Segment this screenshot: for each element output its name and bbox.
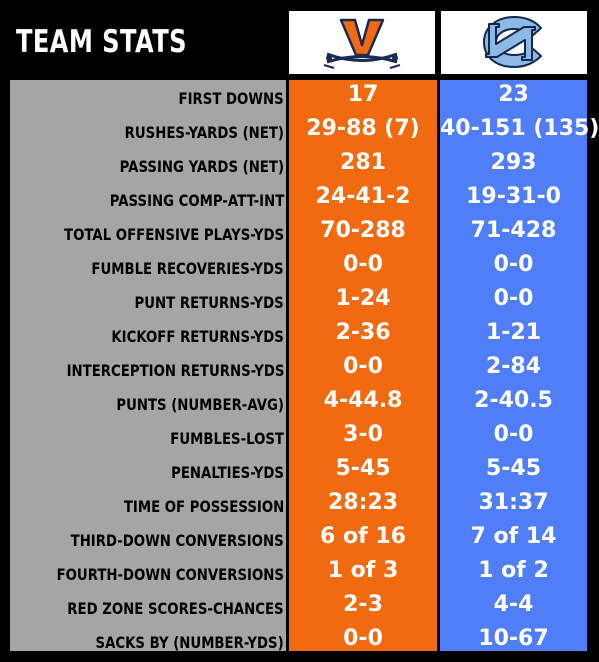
stat-label: FIRST DOWNS	[178, 89, 284, 108]
north-carolina-value: 0-0	[493, 286, 534, 311]
north-carolina-column	[440, 80, 587, 651]
stat-row-first-downs: FIRST DOWNS 17 23	[10, 80, 587, 114]
north-carolina-value: 1-21	[485, 320, 542, 345]
stat-row-interception-returns: INTERCEPTION RETURNS-YDS 0-0 2-84	[10, 352, 587, 386]
stat-row-fourth-down-conversions: FOURTH-DOWN CONVERSIONS 1 of 3 1 of 2	[10, 556, 587, 590]
virginia-value: 28:23	[327, 490, 399, 515]
stat-row-punt-returns: PUNT RETURNS-YDS 1-24 0-0	[10, 284, 587, 318]
virginia-value: 5-45	[335, 456, 391, 481]
stat-row-total-offensive-plays: TOTAL OFFENSIVE PLAYS-YDS 70-288 71-428	[10, 216, 587, 250]
north-carolina-value: 4-4	[493, 592, 534, 617]
stat-label: PUNTS (NUMBER-AVG)	[116, 395, 284, 414]
virginia-value: 70-288	[320, 218, 406, 243]
stat-label: RUSHES-YARDS (NET)	[124, 123, 284, 142]
virginia-value: 0-0	[343, 626, 383, 651]
north-carolina-value: 2-84	[485, 354, 542, 379]
stat-label: THIRD-DOWN CONVERSIONS	[70, 531, 284, 550]
stat-label: TIME OF POSSESSION	[123, 497, 284, 516]
north-carolina-value: 71-428	[470, 218, 557, 243]
north-carolina-value: 7 of 14	[470, 524, 557, 549]
virginia-column	[289, 80, 437, 651]
team-stats-table: FIRST DOWNS 17 23 RUSHES-YARDS (NET) 29-…	[10, 80, 599, 652]
north-carolina-value: 23	[498, 82, 529, 107]
stat-row-red-zone: RED ZONE SCORES-CHANCES 2-3 4-4	[10, 590, 587, 624]
stat-row-rushes-yards: RUSHES-YARDS (NET) 29-88 (7) 40-151 (135…	[10, 114, 599, 148]
north-carolina-value: 293	[490, 150, 537, 175]
virginia-value: 3-0	[343, 422, 383, 447]
stat-label: FUMBLES-LOST	[170, 429, 284, 448]
stat-label: PASSING YARDS (NET)	[119, 157, 284, 176]
virginia-value: 17	[347, 82, 379, 107]
virginia-value: 2-3	[343, 592, 383, 617]
stat-row-time-of-possession: TIME OF POSSESSION 28:23 31:37	[10, 488, 587, 522]
north-carolina-value: 10-67	[478, 626, 549, 651]
virginia-value: 1 of 3	[327, 558, 399, 583]
stat-row-punts: PUNTS (NUMBER-AVG) 4-44.8 2-40.5	[10, 386, 587, 420]
north-carolina-value: 40-151 (135)	[440, 116, 599, 141]
stat-row-passing-comp-att-int: PASSING COMP-ATT-INT 24-41-2 19-31-0	[10, 182, 587, 216]
stat-label: PASSING COMP-ATT-INT	[109, 191, 284, 210]
north-carolina-value: 19-31-0	[466, 184, 561, 209]
team-logo-unc	[441, 11, 587, 74]
stat-row-sacks-by: SACKS BY (NUMBER-YDS) 0-0 10-67	[10, 624, 587, 658]
stat-label: PUNT RETURNS-YDS	[134, 293, 284, 312]
stat-row-fumbles-lost: FUMBLES-LOST 3-0 0-0	[10, 420, 587, 454]
page-title: TEAM STATS	[16, 24, 187, 60]
unc-interlocking-nc-logo-icon	[483, 16, 542, 68]
virginia-value: 0-0	[343, 354, 383, 379]
north-carolina-value: 0-0	[493, 252, 534, 277]
virginia-value: 2-36	[335, 320, 391, 345]
stat-row-passing-yards: PASSING YARDS (NET) 281 293	[10, 148, 587, 182]
stat-row-third-down-conversions: THIRD-DOWN CONVERSIONS 6 of 16 7 of 14	[10, 522, 587, 556]
stat-label: INTERCEPTION RETURNS-YDS	[66, 361, 284, 380]
stat-label: SACKS BY (NUMBER-YDS)	[95, 633, 284, 652]
stat-label: PENALTIES-YDS	[171, 463, 284, 482]
virginia-value: 4-44.8	[323, 388, 403, 413]
stat-row-penalties: PENALTIES-YDS 5-45 5-45	[10, 454, 587, 488]
virginia-value: 29-88 (7)	[306, 116, 420, 141]
north-carolina-value: 2-40.5	[474, 388, 553, 413]
stat-label: FUMBLE RECOVERIES-YDS	[91, 259, 284, 278]
north-carolina-value: 5-45	[485, 456, 542, 481]
north-carolina-value: 0-0	[493, 422, 534, 447]
virginia-value: 24-41-2	[315, 184, 411, 209]
stat-label: KICKOFF RETURNS-YDS	[111, 327, 284, 346]
team-logo-uva	[289, 11, 435, 74]
stat-row-kickoff-returns: KICKOFF RETURNS-YDS 2-36 1-21	[10, 318, 587, 352]
virginia-value: 281	[340, 150, 386, 175]
virginia-value: 6 of 16	[320, 524, 406, 549]
virginia-value: 0-0	[343, 252, 383, 277]
stat-label: RED ZONE SCORES-CHANCES	[67, 599, 284, 618]
north-carolina-value: 31:37	[478, 490, 549, 515]
stat-label-column	[10, 80, 286, 651]
stat-row-fumble-recoveries: FUMBLE RECOVERIES-YDS 0-0 0-0	[10, 250, 587, 284]
virginia-v-sabres-logo-icon	[323, 18, 401, 69]
virginia-value: 1-24	[335, 286, 391, 311]
stat-label: FOURTH-DOWN CONVERSIONS	[56, 565, 284, 584]
stat-label: TOTAL OFFENSIVE PLAYS-YDS	[64, 225, 284, 244]
north-carolina-value: 1 of 2	[478, 558, 549, 583]
